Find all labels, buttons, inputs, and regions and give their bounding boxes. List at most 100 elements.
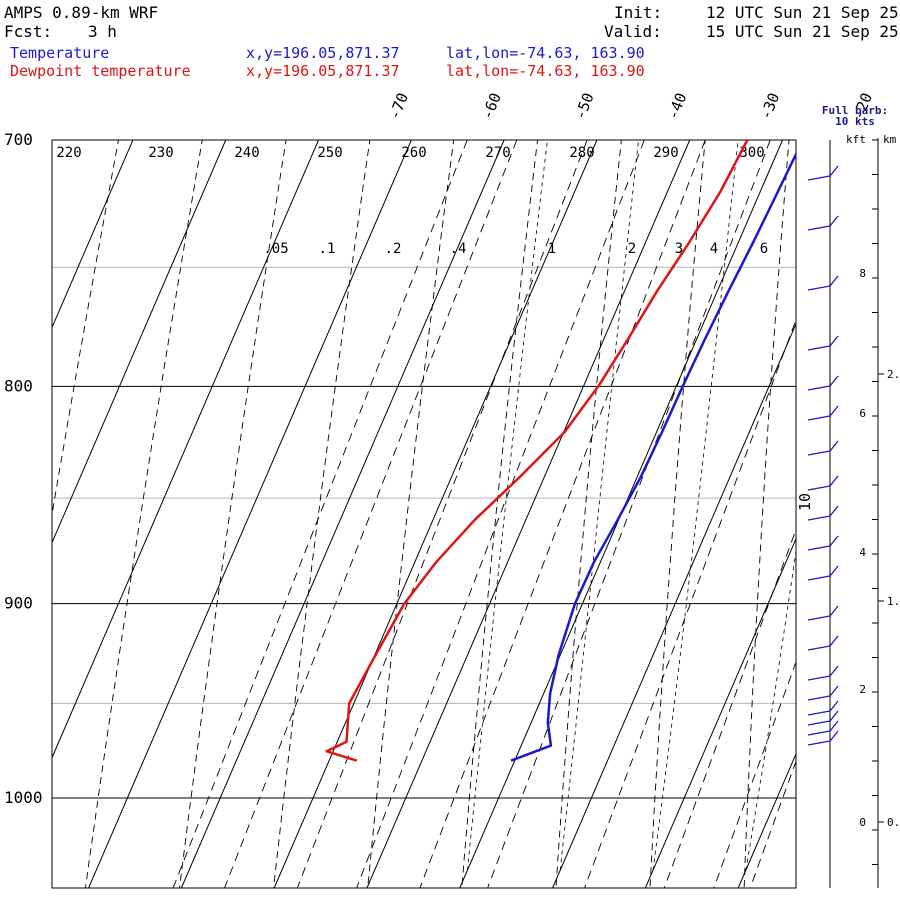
mixing-ratio-label: 4	[710, 241, 718, 257]
axis-labels: -70-60-50-40-30-20-100220230240250260270…	[4, 90, 876, 807]
mixing-ratio-line	[224, 140, 518, 888]
isotherm-label: -60	[478, 90, 505, 122]
isotherm	[831, 140, 900, 888]
theta-label: 290	[653, 145, 678, 161]
wind-barb-shaft	[807, 285, 831, 291]
dry-adiabat	[52, 140, 119, 517]
kft-label: 4	[859, 546, 866, 559]
mixing-ratio-label: 1	[548, 241, 556, 257]
wind-barb-shaft	[807, 415, 831, 421]
mixing-ratio-line	[356, 140, 645, 888]
model-title: AMPS 0.89-km WRF	[4, 3, 159, 22]
fcst-label: Fcst:	[4, 22, 53, 41]
wind-barb-flag	[829, 665, 839, 677]
legend-dewpoint-name: Dewpoint temperature	[10, 62, 191, 80]
km-label: 2.	[887, 368, 900, 381]
dry-adiabats	[52, 114, 875, 900]
wind-barb-shaft	[807, 710, 831, 716]
pressure-label: 800	[4, 376, 33, 395]
wind-barb-shaft	[807, 645, 831, 651]
mixing-ratio-line	[487, 140, 771, 888]
km-unit-label: km	[883, 133, 897, 146]
wind-barb-shaft	[807, 740, 831, 746]
wind-barb-flag	[829, 165, 839, 177]
mixing-ratio-line	[843, 140, 900, 888]
wind-barb-flag	[829, 700, 839, 712]
wind-barb-shaft	[807, 450, 831, 456]
legend-temperature-xy: x,y=196.05,871.37	[246, 44, 400, 62]
plot-frame	[51, 139, 797, 889]
dry-adiabat	[838, 114, 875, 900]
dry-adiabat	[84, 140, 203, 888]
wind-barb-flag	[829, 535, 839, 547]
theta-label: 250	[317, 145, 342, 161]
legend-temperature-latlon: lat,lon=-74.63, 163.90	[446, 44, 645, 62]
mixing-ratio-label: .2	[385, 241, 402, 257]
km-label: 1.	[887, 595, 900, 608]
wind-barb-flag	[829, 405, 839, 417]
wind-barb-shaft	[807, 225, 831, 231]
valid-value: 15 UTC Sun 21 Sep 25	[706, 22, 899, 41]
mixing-ratio-lines	[172, 140, 900, 888]
wind-barb-shaft	[807, 675, 831, 681]
theta-label: 220	[56, 145, 81, 161]
wind-barb-flag	[829, 335, 839, 347]
theta-label: 240	[234, 145, 259, 161]
theta-label: 280	[569, 145, 594, 161]
moist-adiabat	[467, 140, 548, 871]
kft-label: 2	[859, 683, 866, 696]
dry-adiabat	[555, 140, 622, 888]
legend-temperature-name: Temperature	[10, 44, 110, 62]
init-label: Init:	[614, 3, 663, 22]
wind-barb-flag	[829, 440, 839, 452]
isotherm	[180, 140, 505, 888]
wind-barb-shaft	[807, 615, 831, 621]
theta-label: 260	[401, 145, 426, 161]
moist-adiabats	[467, 114, 900, 871]
isotherm	[737, 752, 796, 888]
pressure-label: 1000	[4, 788, 43, 807]
km-label: 0.	[887, 816, 900, 829]
dry-adiabat	[743, 140, 790, 888]
temperature-profile	[510, 151, 796, 762]
wind-barb-flag	[829, 475, 839, 487]
legend-dewpoint-latlon: lat,lon=-74.63, 163.90	[446, 62, 645, 80]
theta-label: 270	[485, 145, 510, 161]
isotherm-label: -70	[385, 90, 412, 122]
wind-barb-shaft	[807, 695, 831, 701]
wind-barb-shaft	[807, 575, 831, 581]
mixing-ratio-label: .4	[450, 241, 467, 257]
isotherm	[366, 140, 691, 888]
kft-label: 8	[859, 267, 866, 280]
minor-isobars	[52, 266, 796, 704]
fcst-value: 3 h	[88, 22, 117, 41]
theta-label: 230	[148, 145, 173, 161]
isotherm-label: -30	[756, 90, 783, 122]
valid-label: Valid:	[604, 22, 662, 41]
mixing-ratio-line	[713, 660, 796, 888]
mixing-ratio-line	[803, 140, 900, 888]
wind-panel-subtitle: 10 kts	[835, 115, 875, 128]
mixing-ratio-line	[663, 528, 796, 888]
mixing-ratio-line	[296, 140, 588, 888]
moist-adiabat	[839, 114, 900, 871]
wind-barb-flag	[829, 730, 839, 742]
wind-barb-shaft	[807, 545, 831, 551]
wind-panel-title: Full barb:	[822, 104, 888, 117]
major-isobars	[52, 139, 796, 799]
isotherm	[644, 537, 796, 888]
theta-label: 300	[739, 145, 764, 161]
pressure-label: 700	[4, 130, 33, 149]
sounding-profiles	[325, 140, 796, 762]
wind-barb-shaft	[807, 720, 831, 726]
dry-adiabat	[273, 140, 371, 888]
wind-barb-shaft	[807, 485, 831, 491]
mixing-ratio-label: .1	[319, 241, 336, 257]
mixing-ratio-line	[419, 140, 706, 888]
isotherm-label: -50	[571, 90, 598, 122]
isotherm	[273, 140, 598, 888]
dewpoint-profile	[325, 140, 749, 762]
wind-barb-flag	[829, 720, 839, 732]
isotherm	[552, 322, 796, 888]
